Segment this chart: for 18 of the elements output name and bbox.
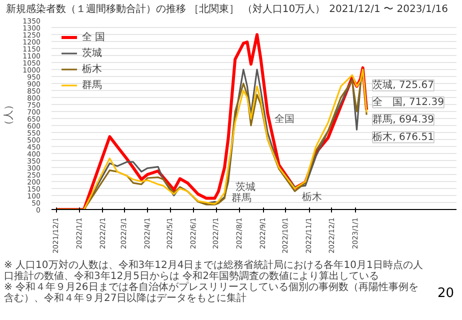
legend-label: 群馬 <box>82 79 102 92</box>
text: ※ 令和４年９月26日までは各自治体がプレスリリースしている個別の事例数（再陽性事例を含む）、令和４年９月27日以降はデータをもとに集計 <box>4 282 420 304</box>
chart-title: 新規感染者数（１週間移動合計）の推移 ［北関東］ （対人口10万人） <box>6 3 326 17</box>
annotation: 栃木 <box>302 190 322 203</box>
legend-label: 栃木 <box>82 62 102 76</box>
legend-label: 全 国 <box>82 31 106 44</box>
annotation: 茨城, 725.67 <box>372 78 434 91</box>
annotation: 栃木, 676.51 <box>372 130 434 143</box>
text: ※ 人口10万対の人数は、令和3年12月4日までは総務省統計局における各年10月1日時点の人口推計の数値、令和3年12月5日からは 令和2年国勢調査の数値により算出している <box>4 260 424 282</box>
y-axis-title: （人） <box>4 100 15 130</box>
annotation: 茨城 <box>235 181 256 193</box>
chart-subtitle: 2021/12/1 〜 2023/1/16 <box>329 3 448 17</box>
annotation: 全 国, 712.39 <box>372 96 444 108</box>
annotation: 群馬 <box>232 192 252 204</box>
annotation: 全国 <box>274 112 295 125</box>
legend-label: 茨城 <box>82 46 102 60</box>
annotation: 群馬, 694.39 <box>372 113 434 126</box>
text: 20 <box>436 285 454 304</box>
